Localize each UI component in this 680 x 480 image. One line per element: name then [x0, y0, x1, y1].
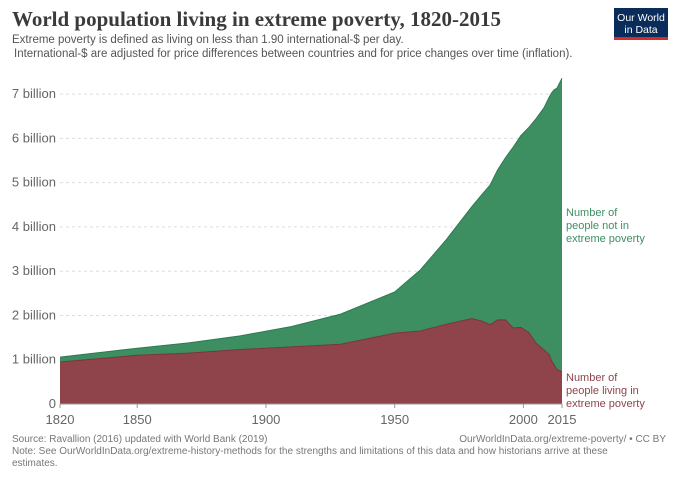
series-label-poor: extreme poverty: [566, 398, 645, 410]
logo-line-1: Our World: [617, 12, 665, 24]
y-tick-label: 2 billion: [12, 307, 56, 322]
y-tick-label: 1 billion: [12, 352, 56, 367]
logo-line-2: in Data: [624, 24, 658, 36]
chart-title: World population living in extreme pover…: [12, 7, 502, 31]
series-label-not-poor: extreme poverty: [566, 233, 645, 245]
x-tick-label: 2015: [548, 412, 577, 427]
series-label-not-poor: people not in: [566, 220, 629, 232]
y-tick-label: 3 billion: [12, 263, 56, 278]
our-world-in-data-logo[interactable]: Our World in Data: [614, 8, 668, 40]
y-tick-label: 4 billion: [12, 219, 56, 234]
x-tick-label: 1950: [380, 412, 409, 427]
y-tick-label: 7 billion: [12, 86, 56, 101]
x-tick-label: 1820: [46, 412, 75, 427]
chart-subtitle-note: International-$ are adjusted for price d…: [14, 48, 573, 60]
line-total-population: [59, 77, 563, 358]
line-extreme-poverty: [59, 318, 563, 373]
area-not-in-extreme-poverty: [60, 78, 562, 372]
y-tick-label: 0: [49, 396, 56, 411]
source-note: Source: Ravallion (2016) updated with Wo…: [12, 434, 268, 445]
series-label-not-poor: Number of: [566, 207, 618, 219]
area-extreme-poverty: [60, 318, 562, 404]
x-tick-label: 1900: [251, 412, 280, 427]
x-tick-label: 2000: [509, 412, 538, 427]
y-tick-label: 6 billion: [12, 130, 56, 145]
series-label-poor: people living in: [566, 385, 639, 397]
chart-subtitle: Extreme poverty is defined as living on …: [12, 34, 404, 46]
series-label-poor: Number of: [566, 372, 618, 384]
methods-note: Note: See OurWorldInData.org/extreme-his…: [12, 446, 608, 469]
x-tick-label: 1850: [123, 412, 152, 427]
y-tick-label: 5 billion: [12, 175, 56, 190]
license-link[interactable]: OurWorldInData.org/extreme-poverty/ • CC…: [459, 434, 666, 445]
